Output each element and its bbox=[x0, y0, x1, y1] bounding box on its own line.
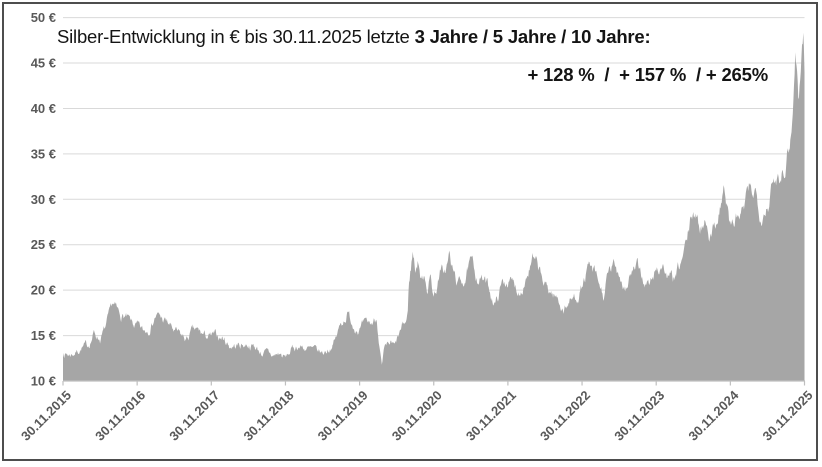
chart-returns-label: + 128 % / + 157 % / + 265% bbox=[527, 64, 768, 85]
x-axis-tick-label: 30.11.2016 bbox=[92, 388, 148, 444]
y-axis-tick-label: 35 € bbox=[31, 146, 56, 161]
x-axis-tick-label: 30.11.2025 bbox=[760, 388, 816, 444]
chart-title: Silber-Entwicklung in € bis 30.11.2025 l… bbox=[57, 26, 651, 48]
y-axis-tick-label: 25 € bbox=[31, 237, 56, 252]
chart-title-bold: 3 Jahre / 5 Jahre / 10 Jahre: bbox=[414, 26, 651, 47]
y-axis-tick-label: 30 € bbox=[31, 192, 56, 207]
x-axis-tick-label: 30.11.2020 bbox=[389, 388, 445, 444]
x-axis-tick-label: 30.11.2019 bbox=[315, 388, 371, 444]
chart-title-regular: Silber-Entwicklung in € bis 30.11.2025 l… bbox=[57, 26, 415, 47]
y-axis-tick-label: 50 € bbox=[31, 10, 56, 25]
y-axis-tick-label: 15 € bbox=[31, 328, 56, 343]
x-axis-tick-label: 30.11.2022 bbox=[537, 388, 593, 444]
x-axis-tick-label: 30.11.2018 bbox=[240, 388, 296, 444]
x-axis-tick-label: 30.11.2017 bbox=[166, 388, 222, 444]
x-axis-tick-label: 30.11.2023 bbox=[611, 388, 667, 444]
y-axis-tick-label: 40 € bbox=[31, 101, 56, 116]
x-axis-tick-label: 30.11.2021 bbox=[463, 388, 519, 444]
price-area-series bbox=[63, 32, 805, 381]
x-axis-tick-label: 30.11.2024 bbox=[685, 387, 742, 444]
y-axis-tick-label: 20 € bbox=[31, 283, 56, 298]
y-axis-tick-label: 10 € bbox=[31, 374, 56, 389]
y-axis-tick-label: 45 € bbox=[31, 56, 56, 71]
x-axis-tick-label: 30.11.2015 bbox=[18, 388, 74, 444]
